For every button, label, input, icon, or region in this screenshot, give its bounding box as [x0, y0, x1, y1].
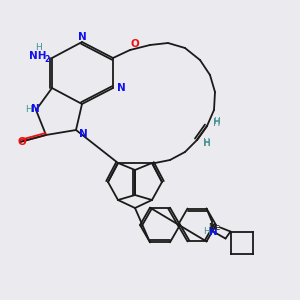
Text: H: H — [213, 118, 219, 127]
Text: H: H — [213, 118, 221, 128]
Text: NH: NH — [29, 51, 47, 61]
Text: H: H — [203, 227, 210, 236]
Text: N: N — [31, 104, 39, 114]
Text: O: O — [18, 137, 26, 147]
Text: H: H — [203, 138, 211, 148]
Text: N: N — [209, 226, 218, 236]
Text: N: N — [79, 129, 87, 139]
Text: N: N — [78, 32, 86, 42]
Text: Me: Me — [208, 223, 221, 232]
Text: N: N — [117, 83, 125, 93]
Text: H: H — [34, 44, 41, 52]
Text: O: O — [130, 39, 140, 49]
Text: H: H — [25, 104, 32, 113]
Text: 2: 2 — [44, 55, 50, 64]
Text: H: H — [202, 139, 209, 148]
